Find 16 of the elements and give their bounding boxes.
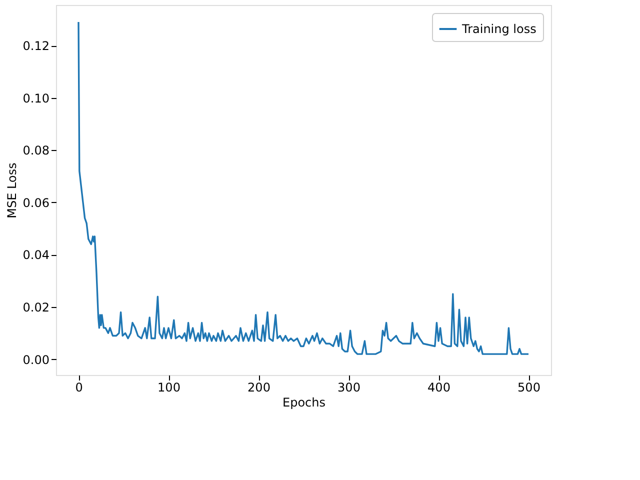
y-tick-label: 0.12 (22, 39, 50, 54)
y-tick-label: 0.06 (22, 196, 50, 210)
x-tick-label: 500 (518, 380, 540, 394)
y-tick-label: 0.00 (22, 352, 50, 367)
x-tick-label: 300 (338, 380, 360, 394)
y-tick-label: 0.10 (22, 91, 50, 106)
x-tick-label: 100 (158, 380, 180, 394)
legend-label: Training loss (461, 22, 536, 36)
y-tick-label: 0.04 (22, 248, 50, 262)
x-tick-label: 200 (248, 380, 270, 394)
y-tick-label: 0.08 (22, 144, 50, 158)
y-tick-label: 0.02 (22, 300, 50, 315)
x-tick-label: 400 (428, 380, 450, 394)
y-axis-title: MSE Loss (4, 162, 19, 218)
x-axis-title: Epochs (282, 396, 326, 410)
x-tick-label: 0 (75, 380, 83, 394)
